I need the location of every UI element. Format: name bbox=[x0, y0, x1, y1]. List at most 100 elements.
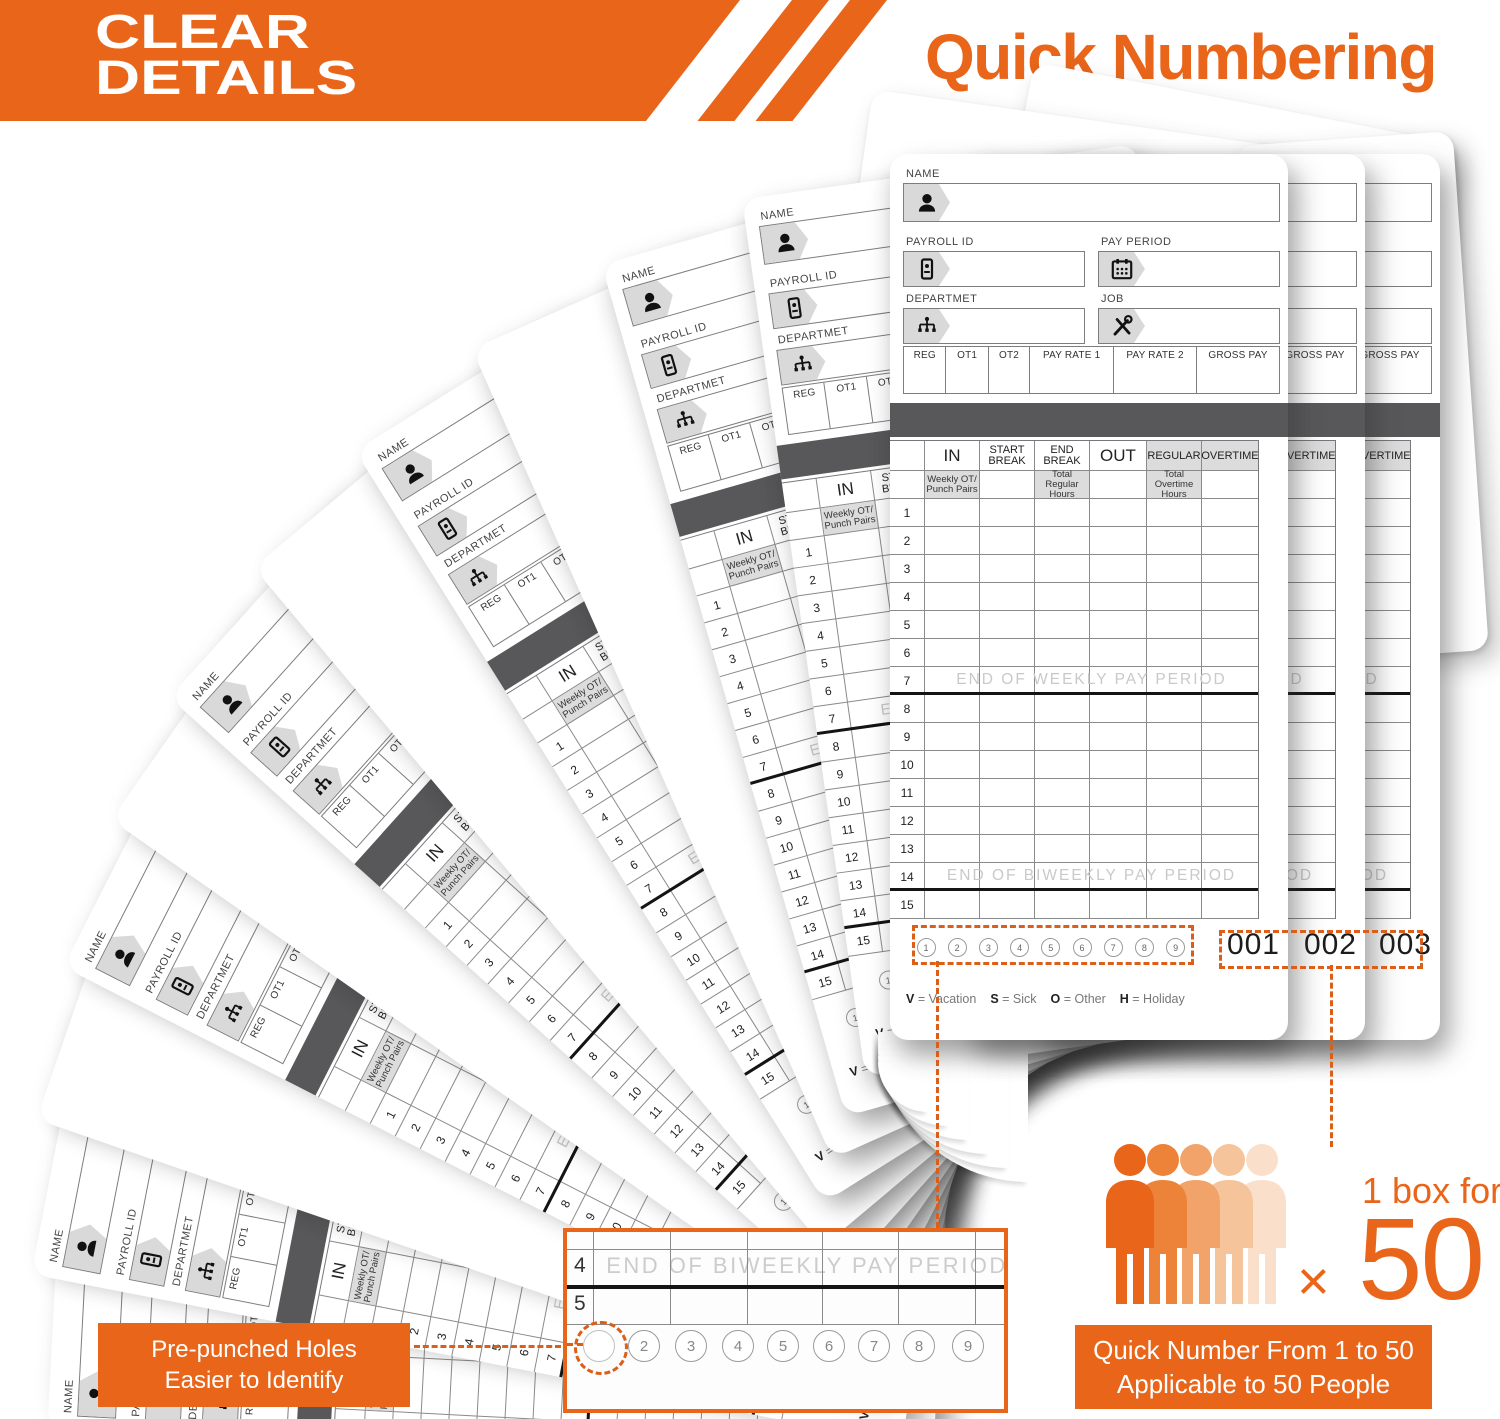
department-icon bbox=[208, 984, 259, 1040]
time-cell bbox=[1147, 807, 1202, 835]
time-cell bbox=[1279, 835, 1335, 863]
field-label-name: NAME bbox=[906, 168, 940, 180]
time-cell bbox=[1147, 527, 1202, 555]
payroll-id-icon bbox=[252, 718, 308, 775]
time-col-header-6: OVERTIME bbox=[1201, 441, 1259, 471]
time-cell bbox=[449, 1359, 481, 1416]
prepunched-line-1: Pre-punched Holes bbox=[151, 1336, 357, 1363]
time-subheader-6 bbox=[1202, 471, 1258, 499]
punch-hole-circle: 4 bbox=[1010, 938, 1030, 957]
time-cell bbox=[1147, 639, 1202, 667]
punch-hole-circle: 3 bbox=[978, 938, 998, 957]
time-cell bbox=[1202, 835, 1258, 863]
leader-line-prepunched bbox=[414, 1345, 561, 1348]
time-col-header-2: START BREAK bbox=[980, 441, 1035, 471]
row-number: 1 bbox=[890, 499, 925, 527]
card-number: 001 bbox=[1226, 928, 1280, 961]
time-cell bbox=[1147, 751, 1202, 779]
time-cell bbox=[1202, 751, 1258, 779]
field-department bbox=[292, 655, 442, 815]
field-payroll-id bbox=[417, 429, 591, 557]
row-number: 7 bbox=[890, 667, 925, 695]
row-number: 13 bbox=[890, 835, 925, 863]
time-col-header-4: OUT bbox=[1090, 441, 1147, 471]
time-subheader-4 bbox=[1090, 471, 1147, 499]
time-cell bbox=[925, 639, 980, 667]
row-number: 5 bbox=[890, 611, 925, 639]
time-cell bbox=[1202, 499, 1258, 527]
magnifier-hole-circle: 6 bbox=[813, 1330, 845, 1362]
time-cell bbox=[925, 611, 980, 639]
time-table-row: 4 bbox=[890, 583, 1258, 611]
magnifier-row-label: 4 bbox=[574, 1254, 586, 1277]
pay-column-2: OT1 bbox=[231, 1213, 285, 1265]
time-cell bbox=[925, 695, 980, 723]
time-cell bbox=[1202, 891, 1258, 919]
field-payroll-id bbox=[903, 251, 1085, 287]
prepunched-callout-box: Pre-punched Holes Easier to Identify bbox=[98, 1323, 410, 1407]
legend-value: = Other bbox=[1060, 992, 1106, 1006]
field-label-department: DEPARTMET bbox=[906, 293, 978, 305]
magnifier-hole-circle: 5 bbox=[767, 1330, 799, 1362]
magnifier-column-line bbox=[822, 1232, 823, 1324]
time-cell bbox=[1035, 807, 1090, 835]
time-cell bbox=[1202, 639, 1258, 667]
pay-column-1: REG bbox=[223, 1255, 277, 1307]
magnifier-row-label: 5 bbox=[574, 1292, 586, 1315]
name-icon bbox=[201, 673, 259, 732]
row-number: 15 bbox=[890, 891, 925, 919]
row-number: 12 bbox=[890, 807, 925, 835]
legend-key: V bbox=[906, 992, 915, 1006]
time-cell bbox=[980, 779, 1035, 807]
field-name bbox=[199, 427, 481, 734]
time-cell bbox=[1279, 639, 1335, 667]
field-department bbox=[184, 1112, 255, 1298]
time-cell bbox=[925, 527, 980, 555]
punch-hole-circle: 2 bbox=[947, 938, 967, 957]
person-icon bbox=[1082, 1144, 1178, 1313]
time-cell bbox=[1147, 835, 1202, 863]
time-table-row: 11 bbox=[890, 779, 1258, 807]
time-cell bbox=[1354, 723, 1410, 751]
banner-line-1: CLEAR bbox=[95, 6, 310, 59]
time-cell bbox=[1147, 723, 1202, 751]
time-table-subheader: Weekly OT/ Punch Pairs Total Regular Hour… bbox=[890, 469, 1258, 499]
time-cell bbox=[1090, 555, 1147, 583]
time-table-row: 9 bbox=[890, 723, 1258, 751]
magnifier-hole-circle: 2 bbox=[628, 1330, 660, 1362]
quick-number-line-2: Applicable to 50 People bbox=[1116, 1369, 1391, 1399]
time-cell bbox=[980, 555, 1035, 583]
time-col-header-3: END BREAK bbox=[1035, 441, 1090, 471]
time-cell bbox=[1035, 499, 1090, 527]
time-col-header-0 bbox=[890, 441, 925, 471]
punch-hole-circle: 6 bbox=[1072, 938, 1092, 957]
magnifier-row-line bbox=[567, 1324, 1004, 1325]
department-icon bbox=[658, 397, 712, 442]
time-cell bbox=[1090, 891, 1147, 919]
magnifier-column-line bbox=[593, 1232, 594, 1324]
time-table-row: 1 bbox=[890, 499, 1258, 527]
field-department bbox=[206, 863, 322, 1042]
quick-number-line-1: Quick Number From 1 to 50 bbox=[1093, 1335, 1414, 1365]
banner-line-2: DETAILS bbox=[95, 52, 358, 105]
payroll-id-icon bbox=[157, 958, 208, 1014]
time-cell bbox=[1035, 611, 1090, 639]
time-table-row: 6 bbox=[890, 639, 1258, 667]
time-cell bbox=[1035, 751, 1090, 779]
pay-column-2: OT1 bbox=[946, 347, 989, 393]
pay-period-icon bbox=[1099, 252, 1145, 286]
time-cell bbox=[1279, 695, 1335, 723]
card-number: 002 bbox=[1303, 928, 1357, 961]
time-cell bbox=[980, 611, 1035, 639]
field-payroll-id bbox=[250, 617, 399, 777]
row-number: 8 bbox=[890, 695, 925, 723]
job-icon bbox=[1099, 309, 1145, 343]
time-cell bbox=[980, 583, 1035, 611]
biweekly-period-line bbox=[890, 888, 1258, 891]
row-number: 6 bbox=[890, 639, 925, 667]
time-cell bbox=[1202, 695, 1258, 723]
name-icon bbox=[96, 927, 150, 985]
time-cell bbox=[1090, 779, 1147, 807]
time-cell bbox=[1202, 779, 1258, 807]
